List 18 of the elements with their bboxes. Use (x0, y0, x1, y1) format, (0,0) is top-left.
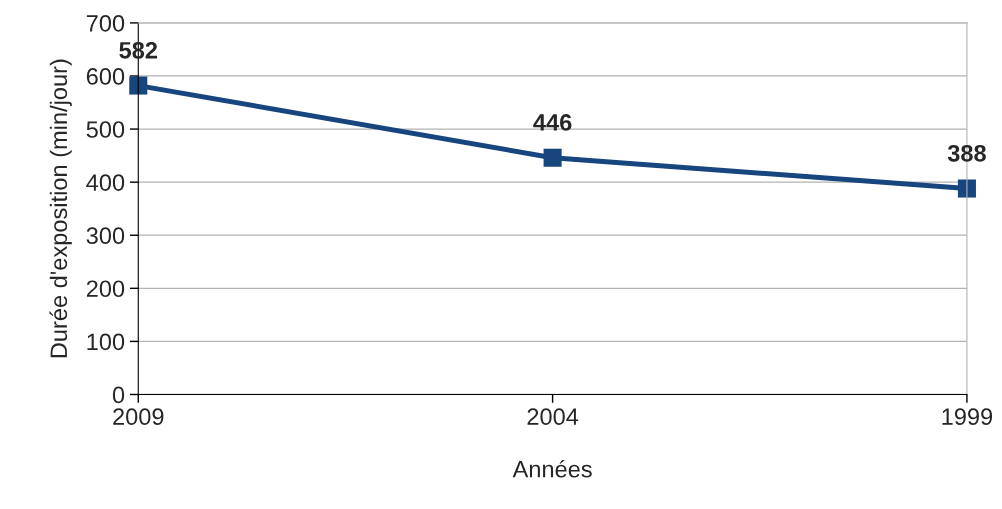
data-label: 446 (533, 114, 572, 131)
y-tick-label: 700 (86, 14, 125, 32)
y-axis-title: Durée d'exposition (min/jour) (49, 59, 72, 358)
y-tick-label: 400 (86, 174, 125, 191)
y-tick-label: 100 (87, 333, 125, 351)
y-tick-label: 200 (86, 280, 125, 298)
x-axis-title: Années (512, 459, 592, 478)
x-tick-label: 1999 (942, 408, 993, 426)
point (129, 76, 148, 95)
point (543, 148, 562, 167)
y-tick-label: 300 (86, 227, 125, 245)
y-tick-label: 500 (86, 121, 125, 138)
point (957, 179, 976, 198)
data-label: 388 (947, 144, 986, 162)
y-tick-label: 0 (112, 386, 125, 404)
y-tick-label: 600 (86, 68, 125, 85)
x-tick-label: 2004 (527, 408, 579, 426)
x-tick-label: 2009 (113, 408, 164, 426)
